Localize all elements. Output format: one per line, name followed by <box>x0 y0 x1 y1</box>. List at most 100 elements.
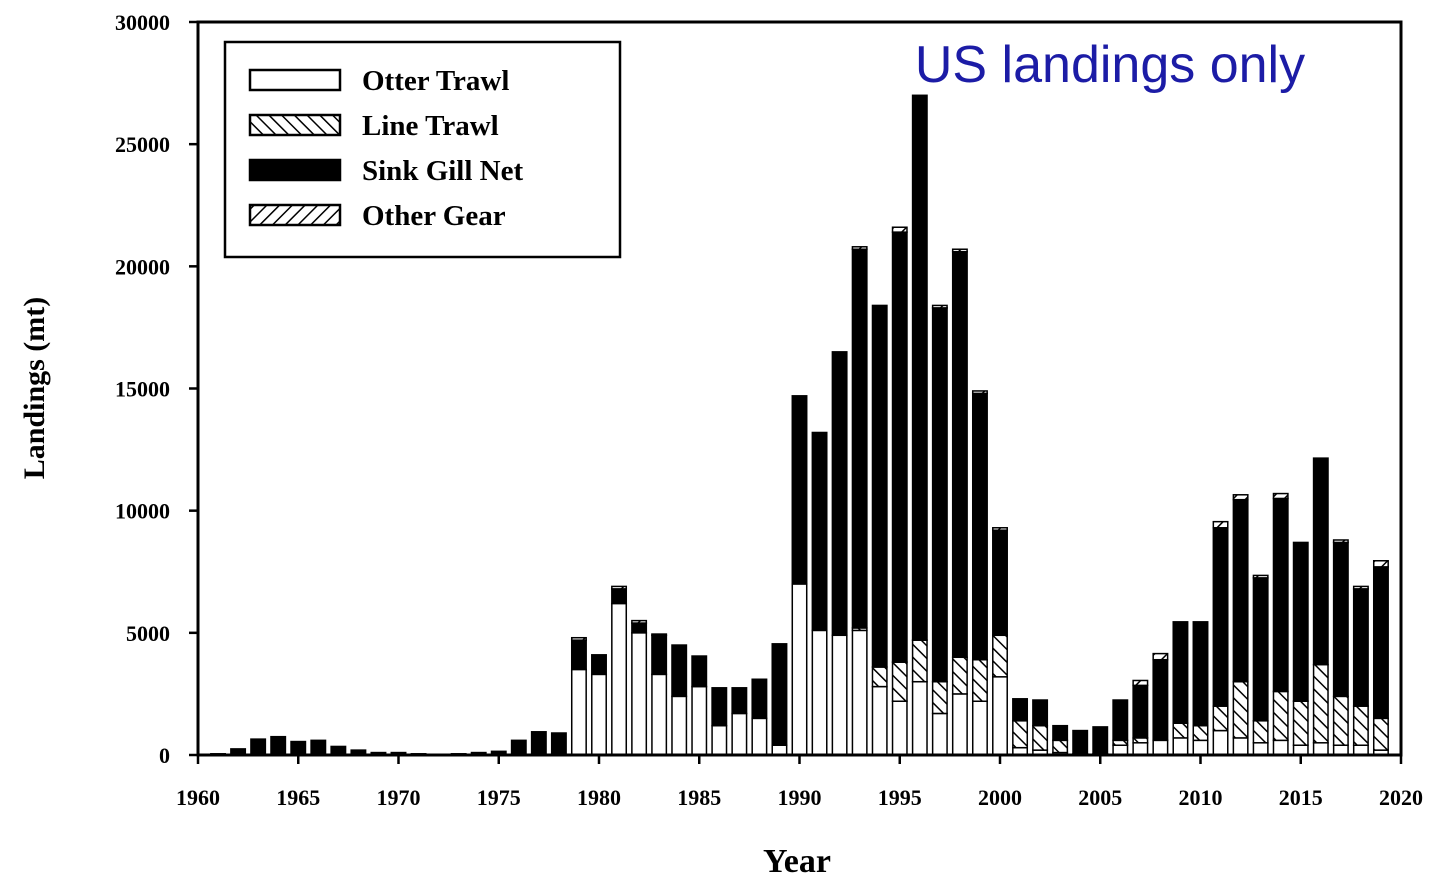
bar-segment <box>290 740 307 756</box>
bar-segment <box>1212 705 1229 732</box>
bar-segment <box>811 431 828 632</box>
y-tick-label: 0 <box>159 743 170 768</box>
x-tick-label: 1975 <box>477 785 521 810</box>
legend-swatch <box>248 158 342 182</box>
bar-segment <box>731 687 748 715</box>
bar-segment <box>891 226 908 233</box>
bar-segment <box>1152 658 1169 742</box>
bar-segment <box>751 678 768 720</box>
bar-segment <box>1372 560 1389 568</box>
bar-segment <box>631 632 648 756</box>
y-tick-label: 30000 <box>115 10 170 35</box>
legend-label: Other Gear <box>362 200 506 232</box>
bar-segment <box>270 735 287 756</box>
bar-segment <box>871 304 888 668</box>
x-tick-label: 2015 <box>1279 785 1323 810</box>
x-tick-label: 1965 <box>276 785 320 810</box>
bar-segment <box>1272 492 1289 500</box>
bar-segment <box>931 304 948 309</box>
bar-segment <box>510 739 527 756</box>
bar-segment <box>1052 739 1069 754</box>
bar-segment <box>631 619 648 624</box>
bar-segment <box>1172 722 1189 739</box>
bar-segment <box>951 250 968 659</box>
bar-segment <box>1052 724 1069 742</box>
bar-segment <box>731 712 748 756</box>
bar-segment <box>851 248 868 629</box>
bar-segment <box>831 634 848 756</box>
bar-segment <box>1252 574 1269 579</box>
bar-segment <box>1152 652 1169 661</box>
x-axis-label: Year <box>763 843 831 878</box>
bar-segment <box>671 695 688 756</box>
bar-segment <box>1292 700 1309 746</box>
bar-segment <box>951 693 968 756</box>
bar-segment <box>1332 539 1349 544</box>
bar-segment <box>691 685 708 756</box>
bar-segment <box>992 527 1008 531</box>
bar-segment <box>751 717 768 756</box>
bar-segment <box>591 654 607 676</box>
bar-segment <box>1192 621 1209 727</box>
bar-segment <box>971 658 988 702</box>
bar-segment <box>570 636 587 641</box>
bar-segment <box>1212 520 1229 529</box>
bar-segment <box>550 732 567 756</box>
legend-label: Sink Gill Net <box>362 155 523 187</box>
bar-segment <box>1252 577 1269 722</box>
bar-segment <box>1192 739 1209 756</box>
x-tick-label: 1980 <box>577 785 621 810</box>
bar-segment <box>992 676 1008 756</box>
bar-segment <box>1012 698 1029 722</box>
x-tick-label: 1995 <box>878 785 922 810</box>
x-tick-label: 1960 <box>176 785 220 810</box>
bar-segment <box>1032 724 1049 751</box>
bar-segment <box>951 656 968 695</box>
bar-segment <box>1132 679 1149 687</box>
bar-segment <box>1352 588 1369 707</box>
bar-segment <box>570 668 587 756</box>
bar-segment <box>1012 720 1029 749</box>
x-tick-label: 1985 <box>677 785 721 810</box>
bar-segment <box>831 351 848 637</box>
x-tick-label: 2000 <box>978 785 1022 810</box>
annotation: US landings only <box>915 36 1305 94</box>
bar-segment <box>1372 717 1389 751</box>
bar-segment <box>891 231 908 663</box>
bar-segment <box>911 680 928 756</box>
bar-segment <box>611 588 628 605</box>
bar-segment <box>570 639 587 671</box>
bar-segment <box>250 738 267 756</box>
y-tick-label: 20000 <box>115 254 170 279</box>
bar-segment <box>992 634 1008 678</box>
bar-segment <box>1312 663 1329 744</box>
bar-segment <box>1312 457 1329 666</box>
bar-segment <box>1272 690 1289 742</box>
bar-segment <box>711 687 728 727</box>
x-tick-label: 2010 <box>1179 785 1223 810</box>
x-tick-label: 1970 <box>377 785 421 810</box>
bar-segment <box>1132 742 1149 756</box>
bar-segment <box>791 583 808 756</box>
bar-segment <box>811 629 828 756</box>
bar-segment <box>871 666 888 688</box>
bar-segment <box>1132 684 1149 739</box>
bar-segment <box>1252 742 1269 756</box>
legend-label: Otter Trawl <box>362 65 509 97</box>
bar-segment <box>1172 621 1189 724</box>
y-tick-label: 25000 <box>115 132 170 157</box>
bar-segment <box>1172 737 1189 756</box>
bar-segment <box>1032 699 1049 727</box>
bar-segment <box>310 739 327 756</box>
bar-segment <box>631 622 648 634</box>
bar-segment <box>871 685 888 756</box>
y-tick-label: 15000 <box>115 377 170 402</box>
bar-segment <box>530 731 547 756</box>
bar-segment <box>691 655 708 688</box>
bar-segment <box>1232 737 1249 756</box>
bar-segment <box>1192 724 1209 742</box>
bar-segment <box>1232 498 1249 683</box>
bar-segment <box>931 712 948 756</box>
bar-segment <box>711 724 728 756</box>
